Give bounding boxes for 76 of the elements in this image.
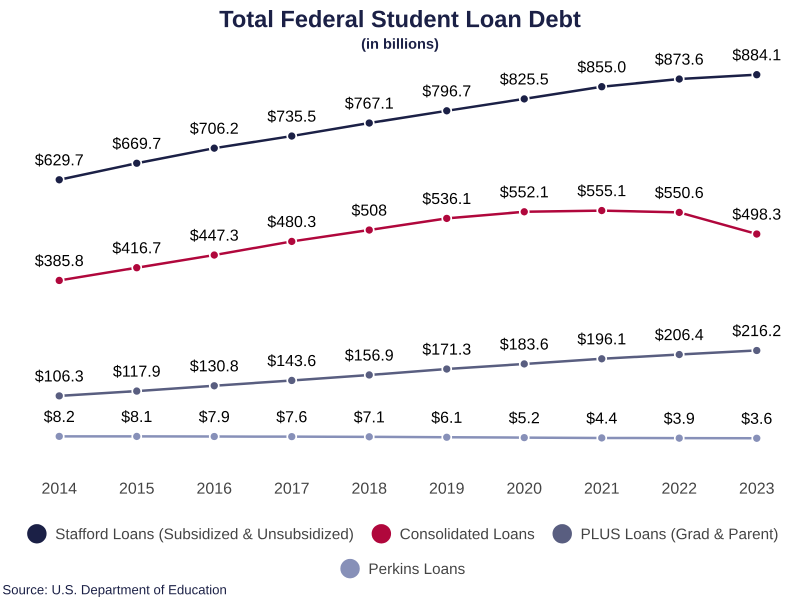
x-tick-label: 2016	[197, 482, 232, 494]
data-label: $6.1	[431, 411, 462, 424]
data-label: $143.6	[268, 354, 316, 368]
legend-label: Perkins Loans	[370, 562, 465, 574]
data-label: $171.3	[422, 342, 470, 356]
data-label: $385.8	[35, 254, 83, 268]
data-label: $480.3	[268, 215, 316, 228]
data-label: $8.1	[121, 410, 152, 424]
data-label: $106.3	[35, 370, 83, 383]
data-label: $735.5	[268, 110, 316, 123]
data-label: $4.4	[586, 412, 617, 425]
x-tick-label: 2014	[42, 482, 77, 494]
data-label: $117.9	[113, 364, 160, 378]
point	[596, 205, 608, 216]
data-label: $825.5	[500, 72, 548, 86]
data-label: $8.2	[44, 410, 74, 424]
point	[208, 250, 220, 260]
data-label: $706.2	[190, 122, 238, 135]
point	[674, 207, 685, 218]
data-label: $7.1	[354, 410, 384, 424]
point	[596, 432, 608, 444]
x-tick-label: 2015	[120, 482, 154, 494]
source-note: Source: U.S. Department of Education	[3, 584, 226, 597]
x-tick-label: 2020	[507, 482, 542, 494]
point	[364, 224, 375, 236]
data-label: $536.1	[422, 192, 470, 206]
x-tick-label: 2023	[740, 482, 774, 494]
point	[364, 118, 375, 128]
data-label: $498.3	[732, 208, 780, 221]
point	[286, 375, 298, 386]
x-tick-label: 2021	[584, 482, 619, 494]
data-label: $5.2	[508, 411, 539, 424]
point	[286, 130, 298, 142]
chart-title: Total Federal Student Loan Debt	[219, 10, 581, 28]
data-label: $3.6	[741, 412, 772, 425]
legend-label: Stafford Loans (Subsidized & Unsubsidized)	[56, 528, 353, 542]
point	[131, 386, 142, 396]
data-label: $669.7	[112, 136, 160, 150]
point	[441, 213, 452, 224]
x-tick-label: 2017	[274, 482, 309, 494]
data-label: $629.7	[35, 154, 83, 166]
data-label: $855.0	[578, 60, 626, 74]
data-label: $552.1	[500, 186, 548, 198]
data-label: $767.1	[345, 96, 393, 110]
point	[441, 364, 452, 374]
data-label: $416.7	[112, 241, 160, 254]
data-label: $873.6	[655, 52, 703, 66]
point	[208, 431, 220, 442]
data-label: $550.6	[655, 186, 703, 200]
point	[518, 94, 530, 104]
point	[364, 370, 375, 380]
chart-subtitle: (in billions)	[362, 38, 438, 52]
legend-label: PLUS Loans (Grad & Parent)	[582, 528, 778, 542]
x-tick-label: 2018	[352, 482, 386, 494]
data-label: $130.8	[190, 360, 238, 372]
point	[674, 74, 685, 84]
data-label: $7.9	[198, 410, 230, 424]
data-label: $796.7	[422, 84, 470, 98]
data-label: $183.6	[500, 338, 548, 351]
point	[518, 358, 530, 370]
point	[286, 236, 298, 247]
x-tick-label: 2022	[662, 482, 696, 494]
data-label: $884.1	[732, 48, 780, 62]
point	[131, 431, 142, 442]
data-label: $447.3	[190, 228, 238, 242]
x-tick-label: 2019	[430, 482, 464, 494]
legend-label: Consolidated Loans	[400, 528, 534, 540]
data-label: $555.1	[578, 184, 626, 198]
data-label: $156.9	[345, 348, 393, 362]
data-label: $3.9	[664, 412, 694, 425]
data-label: $7.6	[276, 410, 307, 424]
data-label: $216.2	[732, 324, 780, 338]
point	[674, 349, 685, 360]
data-label: $206.4	[655, 328, 704, 342]
data-label: $508	[352, 204, 386, 217]
data-label: $196.1	[578, 332, 626, 346]
